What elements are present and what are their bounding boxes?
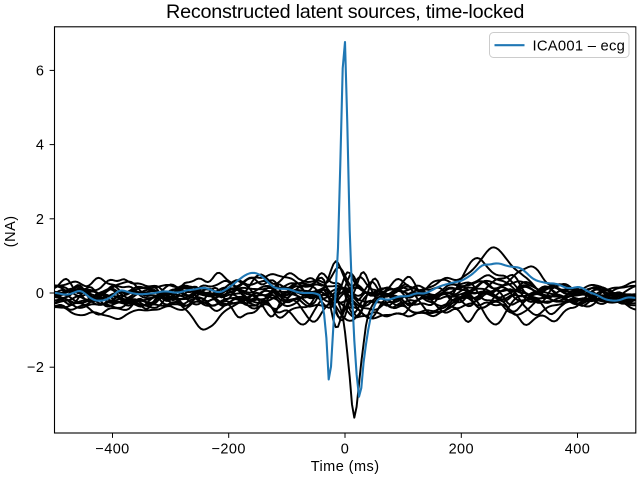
svg-text:6: 6 — [36, 63, 44, 79]
svg-text:400: 400 — [565, 442, 590, 458]
svg-text:Time (ms): Time (ms) — [311, 459, 380, 475]
svg-text:200: 200 — [449, 442, 474, 458]
svg-text:−2: −2 — [27, 360, 44, 376]
svg-text:(NA): (NA) — [3, 215, 19, 247]
svg-text:ICA001 – ecg: ICA001 – ecg — [533, 38, 626, 54]
svg-text:−400: −400 — [95, 442, 129, 458]
svg-text:2: 2 — [36, 212, 44, 228]
svg-text:−200: −200 — [212, 442, 246, 458]
svg-text:0: 0 — [341, 442, 349, 458]
svg-text:0: 0 — [36, 286, 44, 302]
svg-text:Reconstructed latent sources,: Reconstructed latent sources, time-locke… — [166, 1, 524, 23]
svg-text:4: 4 — [36, 138, 44, 154]
